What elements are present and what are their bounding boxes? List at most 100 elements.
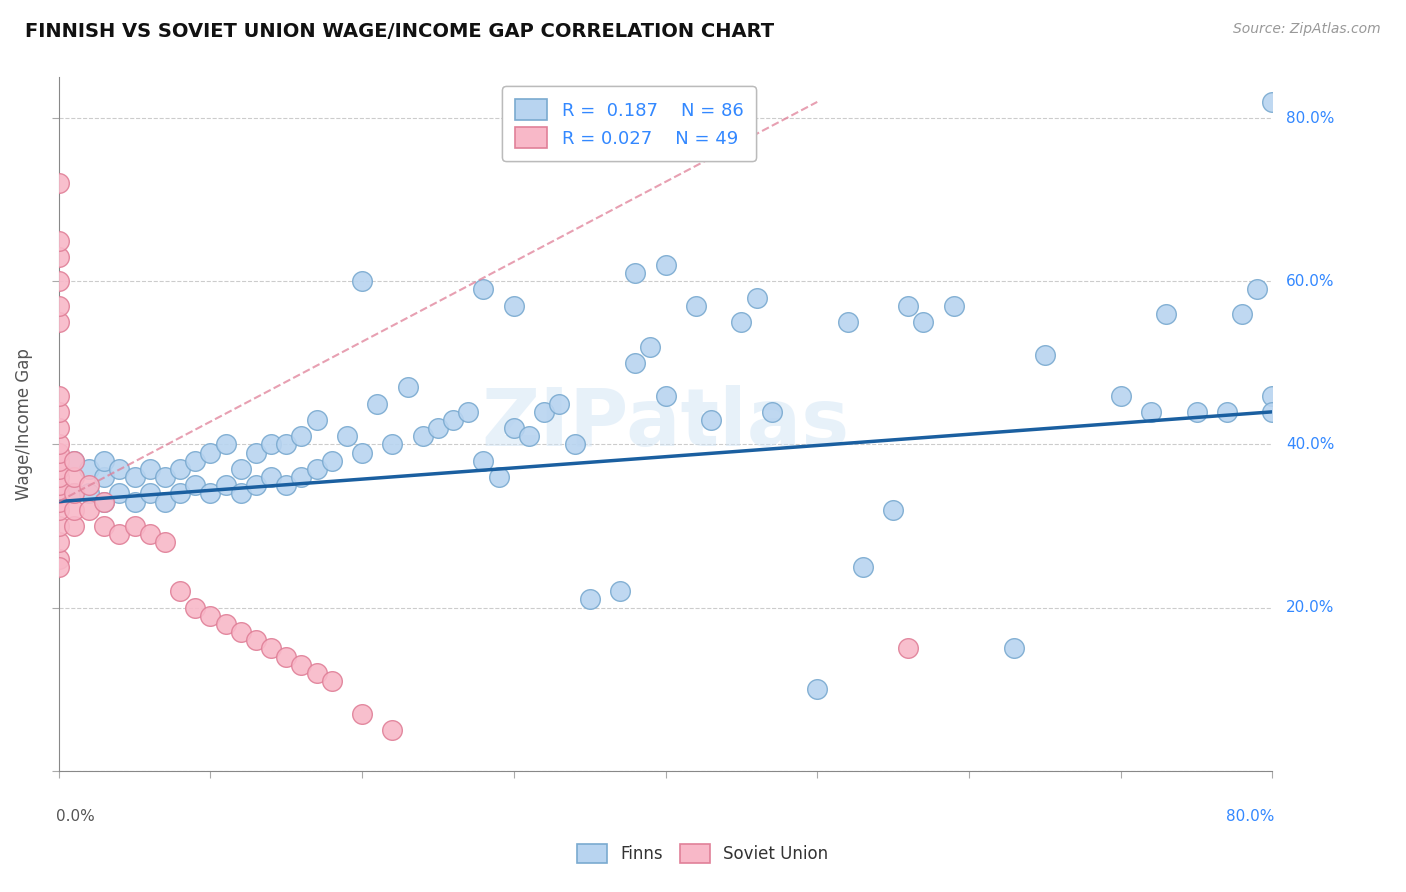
- Point: [48, 421, 70, 435]
- Point: [517, 429, 540, 443]
- Point: [609, 584, 631, 599]
- Point: [48, 486, 70, 500]
- Point: [48, 502, 70, 516]
- Legend: Finns, Soviet Union: Finns, Soviet Union: [565, 832, 841, 875]
- Point: [457, 405, 479, 419]
- Point: [184, 454, 207, 468]
- Point: [548, 397, 571, 411]
- Point: [897, 641, 920, 656]
- Point: [1004, 641, 1026, 656]
- Point: [276, 649, 298, 664]
- Point: [654, 258, 676, 272]
- Point: [1261, 405, 1284, 419]
- Point: [396, 380, 419, 394]
- Point: [685, 299, 707, 313]
- Point: [48, 519, 70, 533]
- Point: [245, 633, 267, 648]
- Point: [200, 608, 222, 623]
- Point: [321, 454, 343, 468]
- Point: [63, 502, 86, 516]
- Point: [290, 470, 312, 484]
- Point: [1216, 405, 1239, 419]
- Point: [169, 486, 191, 500]
- Point: [852, 559, 875, 574]
- Point: [48, 478, 70, 492]
- Point: [502, 421, 524, 435]
- Point: [229, 625, 252, 640]
- Point: [426, 421, 449, 435]
- Point: [654, 388, 676, 402]
- Point: [488, 470, 510, 484]
- Point: [63, 486, 86, 500]
- Point: [48, 454, 70, 468]
- Point: [321, 673, 343, 688]
- Point: [1154, 307, 1177, 321]
- Point: [63, 454, 86, 468]
- Point: [502, 299, 524, 313]
- Point: [381, 437, 404, 451]
- Point: [806, 682, 828, 697]
- Point: [77, 462, 100, 476]
- Point: [138, 527, 160, 541]
- Point: [352, 706, 374, 721]
- Point: [260, 470, 283, 484]
- Point: [276, 478, 298, 492]
- Point: [48, 470, 70, 484]
- Point: [564, 437, 586, 451]
- Point: [48, 551, 70, 566]
- Point: [48, 437, 70, 451]
- Point: [1140, 405, 1163, 419]
- Point: [624, 266, 647, 280]
- Point: [533, 405, 555, 419]
- Text: 20.0%: 20.0%: [1286, 600, 1334, 615]
- Point: [153, 494, 176, 508]
- Point: [93, 470, 115, 484]
- Point: [77, 478, 100, 492]
- Point: [169, 462, 191, 476]
- Point: [837, 315, 859, 329]
- Point: [700, 413, 723, 427]
- Point: [48, 234, 70, 248]
- Point: [1246, 283, 1268, 297]
- Point: [48, 494, 70, 508]
- Point: [184, 478, 207, 492]
- Point: [48, 559, 70, 574]
- Point: [412, 429, 434, 443]
- Point: [108, 462, 131, 476]
- Point: [260, 437, 283, 451]
- Point: [229, 462, 252, 476]
- Text: 80.0%: 80.0%: [1286, 111, 1334, 126]
- Point: [214, 437, 236, 451]
- Point: [352, 274, 374, 288]
- Point: [352, 445, 374, 459]
- Point: [1230, 307, 1253, 321]
- Point: [184, 600, 207, 615]
- Point: [124, 470, 146, 484]
- Point: [912, 315, 935, 329]
- Point: [305, 665, 328, 680]
- Point: [48, 388, 70, 402]
- Point: [245, 445, 267, 459]
- Text: ZIPatlas: ZIPatlas: [481, 385, 849, 463]
- Point: [48, 250, 70, 264]
- Point: [305, 413, 328, 427]
- Point: [63, 486, 86, 500]
- Point: [290, 657, 312, 672]
- Legend: R =  0.187    N = 86, R = 0.027    N = 49: R = 0.187 N = 86, R = 0.027 N = 49: [502, 87, 756, 161]
- Point: [214, 616, 236, 631]
- Point: [1261, 388, 1284, 402]
- Point: [745, 291, 768, 305]
- Text: Source: ZipAtlas.com: Source: ZipAtlas.com: [1233, 22, 1381, 37]
- Point: [882, 502, 904, 516]
- Point: [290, 429, 312, 443]
- Text: 0.0%: 0.0%: [56, 809, 96, 824]
- Text: FINNISH VS SOVIET UNION WAGE/INCOME GAP CORRELATION CHART: FINNISH VS SOVIET UNION WAGE/INCOME GAP …: [25, 22, 775, 41]
- Text: 80.0%: 80.0%: [1226, 809, 1275, 824]
- Point: [48, 445, 70, 459]
- Point: [730, 315, 752, 329]
- Point: [336, 429, 359, 443]
- Point: [200, 486, 222, 500]
- Point: [942, 299, 965, 313]
- Point: [138, 462, 160, 476]
- Point: [441, 413, 464, 427]
